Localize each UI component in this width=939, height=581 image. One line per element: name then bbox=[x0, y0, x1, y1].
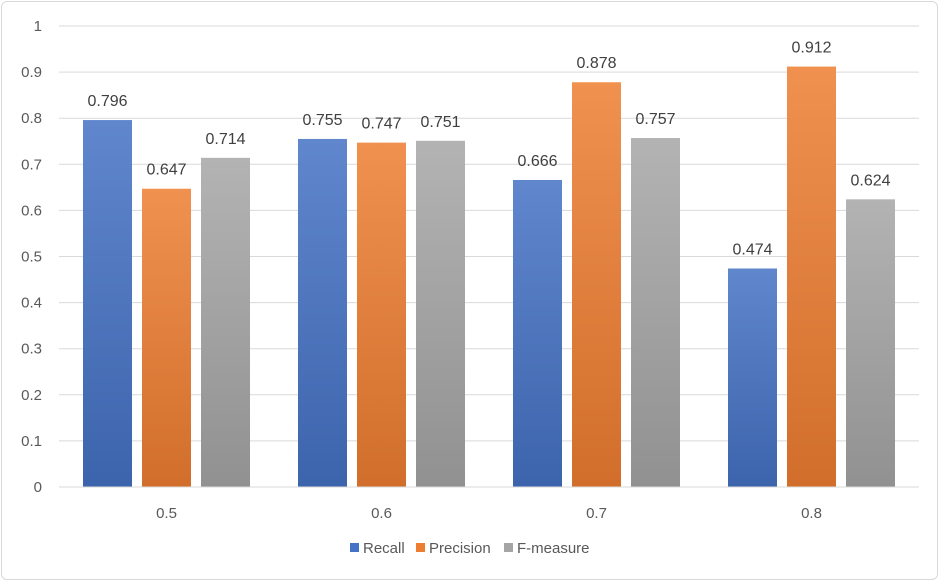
data-label: 0.878 bbox=[576, 55, 616, 72]
bar-precision-0.7 bbox=[572, 82, 621, 487]
legend-label: F-measure bbox=[517, 540, 590, 557]
legend: Recall Precision F-measure bbox=[350, 540, 590, 557]
bar-f-measure-0.5 bbox=[201, 157, 250, 487]
y-tick-label: 0.1 bbox=[21, 433, 42, 450]
x-tick-label: 0.5 bbox=[156, 505, 177, 522]
x-tick-label: 0.8 bbox=[801, 505, 822, 522]
x-tick-label: 0.6 bbox=[371, 505, 392, 522]
y-tick-label: 0.9 bbox=[21, 64, 42, 81]
y-tick-label: 0.5 bbox=[21, 249, 42, 266]
y-tick-label: 0.2 bbox=[21, 387, 42, 404]
y-tick-label: 1 bbox=[34, 18, 42, 35]
legend-swatch bbox=[350, 543, 359, 552]
y-tick-label: 0.7 bbox=[21, 156, 42, 173]
bar-precision-0.5 bbox=[142, 188, 191, 487]
data-label: 0.757 bbox=[635, 111, 675, 128]
data-label: 0.912 bbox=[791, 40, 831, 57]
x-axis-ticks: 0.5 0.6 0.7 0.8 bbox=[156, 505, 822, 522]
bar-f-measure-0.7 bbox=[631, 138, 680, 487]
y-tick-label: 0.6 bbox=[21, 202, 42, 219]
data-label: 0.714 bbox=[205, 131, 245, 148]
data-label: 0.624 bbox=[850, 172, 890, 189]
bars bbox=[83, 66, 895, 488]
y-tick-label: 0.8 bbox=[21, 110, 42, 127]
data-label: 0.666 bbox=[517, 153, 557, 170]
data-label: 0.796 bbox=[87, 93, 127, 110]
y-tick-label: 0.3 bbox=[21, 341, 42, 358]
y-tick-label: 0.4 bbox=[21, 295, 42, 312]
bar-precision-0.8 bbox=[787, 66, 836, 488]
legend-item-recall: Recall bbox=[350, 540, 405, 557]
data-label: 0.747 bbox=[361, 116, 401, 133]
legend-item-f-measure: F-measure bbox=[504, 540, 590, 557]
bar-recall-0.7 bbox=[513, 179, 562, 487]
data-label: 0.474 bbox=[732, 241, 772, 258]
bar-precision-0.6 bbox=[357, 142, 406, 487]
bar-recall-0.8 bbox=[728, 268, 777, 487]
legend-swatch bbox=[416, 543, 425, 552]
bar-recall-0.6 bbox=[298, 138, 347, 487]
x-tick-label: 0.7 bbox=[586, 505, 607, 522]
legend-label: Precision bbox=[429, 540, 491, 557]
data-label: 0.755 bbox=[302, 112, 342, 129]
y-axis-ticks: 0 0.1 0.2 0.3 0.4 0.5 0.6 0.7 0.8 0.9 1 bbox=[21, 18, 42, 496]
bar-f-measure-0.8 bbox=[846, 199, 895, 487]
data-labels: 0.796 0.647 0.714 0.755 0.747 0.751 0.666 0.878… bbox=[87, 40, 890, 259]
data-label: 0.647 bbox=[146, 162, 186, 179]
y-tick-label: 0 bbox=[34, 479, 42, 496]
legend-label: Recall bbox=[363, 540, 405, 557]
legend-swatch bbox=[504, 543, 513, 552]
data-label: 0.751 bbox=[420, 114, 460, 131]
bar-f-measure-0.6 bbox=[416, 140, 465, 487]
legend-item-precision: Precision bbox=[416, 540, 491, 557]
bar-recall-0.5 bbox=[83, 120, 132, 487]
